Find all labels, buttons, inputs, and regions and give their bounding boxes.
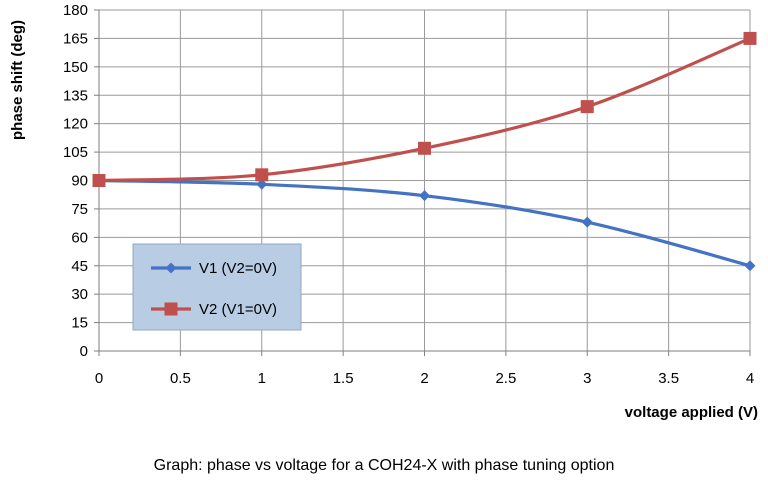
x-tick-label: 3 xyxy=(583,370,591,387)
series-1-point xyxy=(581,216,593,228)
x-tick-labels: 0 0.5 1 1.5 2 2.5 3 3.5 4 xyxy=(95,370,754,387)
x-tick-label: 4 xyxy=(746,370,754,387)
legend-box xyxy=(132,243,302,331)
x-axis-title: voltage applied (V) xyxy=(625,404,758,421)
y-tick-label: 135 xyxy=(63,87,88,104)
y-tick-label: 165 xyxy=(63,30,88,47)
series-lines xyxy=(92,31,757,272)
y-tick-label: 90 xyxy=(71,173,88,190)
y-tick-label: 150 xyxy=(63,59,88,76)
x-tick-label: 0.5 xyxy=(170,370,191,387)
legend-marker-2 xyxy=(164,302,178,316)
x-tick-label: 2.5 xyxy=(495,370,516,387)
x-tick-label: 0 xyxy=(95,370,103,387)
legend: V1 (V2=0V) V2 (V1=0V) xyxy=(132,243,302,331)
y-tick-label: 105 xyxy=(63,144,88,161)
y-axis-title: phase shift (deg) xyxy=(9,20,26,140)
figure-caption: Graph: phase vs voltage for a COH24-X wi… xyxy=(153,457,615,474)
legend-label-2: V2 (V1=0V) xyxy=(199,301,277,318)
series-1-point xyxy=(256,178,268,190)
series-1-point xyxy=(744,260,756,272)
y-tick-label: 75 xyxy=(71,201,88,218)
y-tick-label: 120 xyxy=(63,116,88,133)
legend-marker-1 xyxy=(165,262,177,274)
legend-label-1: V1 (V2=0V) xyxy=(199,260,277,277)
y-tick-label: 0 xyxy=(80,343,88,360)
axes xyxy=(94,9,751,356)
series-2-point xyxy=(418,141,431,155)
y-tick-label: 15 xyxy=(71,315,88,332)
y-tick-label: 30 xyxy=(71,286,88,303)
x-tick-label: 3.5 xyxy=(658,370,679,387)
x-tick-label: 2 xyxy=(420,370,428,387)
x-tick-label: 1.5 xyxy=(333,370,354,387)
y-tick-label: 180 xyxy=(63,2,88,19)
y-tick-label: 60 xyxy=(71,229,88,246)
y-tick-label: 45 xyxy=(71,258,88,275)
series-2-point xyxy=(92,174,106,187)
series-2-point xyxy=(580,100,594,114)
series-2-point xyxy=(255,168,269,182)
x-tick-label: 1 xyxy=(258,370,266,387)
series-1-point xyxy=(419,190,430,202)
y-tick-labels: 0 15 30 45 60 75 90 105 120 135 150 165 180 xyxy=(63,2,88,360)
series-2-point xyxy=(743,31,757,45)
